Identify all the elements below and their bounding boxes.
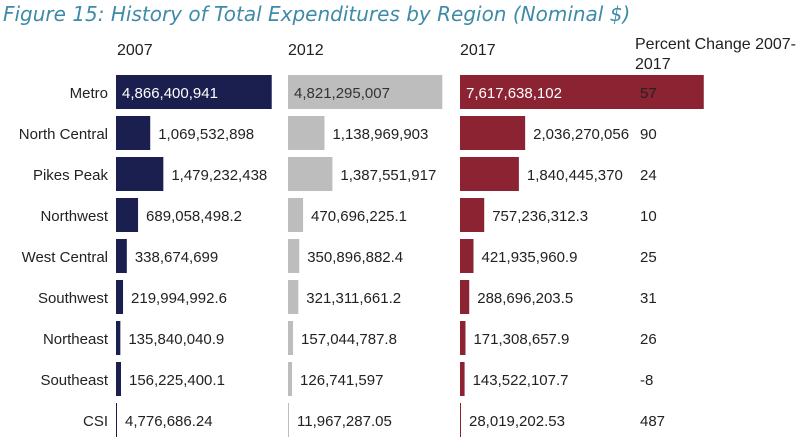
percent-change-northwest: 10 [640, 208, 657, 225]
value-label-2007-northeast: 135,840,040.9 [128, 331, 224, 348]
bar-2007-southwest [116, 280, 124, 314]
value-label-2007-pikes-peak: 1,479,232,438 [171, 167, 267, 184]
percent-change-northeast: 26 [640, 331, 657, 348]
value-label-2007-north-central: 1,069,532,898 [158, 126, 254, 143]
bar-2017-southeast [460, 362, 465, 396]
category-label-metro: Metro [70, 85, 108, 102]
value-label-2007-southeast: 156,225,400.1 [129, 372, 225, 389]
category-label-northwest: Northwest [40, 208, 108, 225]
bar-2012-southeast [288, 362, 293, 396]
percent-change-southwest: 31 [640, 290, 657, 307]
value-label-2007-southwest: 219,994,992.6 [131, 290, 227, 307]
bar-2007-north-central [116, 116, 151, 150]
category-label-southwest: Southwest [38, 290, 109, 307]
value-label-2017-southeast: 143,522,107.7 [473, 372, 569, 389]
value-label-2012-northeast: 157,044,787.8 [301, 331, 397, 348]
bar-2017-north-central [460, 116, 526, 150]
value-label-2012-metro: 4,821,295,007 [294, 85, 390, 102]
bar-2012-southwest [288, 280, 299, 314]
percent-change-csi: 487 [640, 413, 665, 430]
bar-2007-southeast [116, 362, 121, 396]
value-label-2017-csi: 28,019,202.53 [469, 413, 565, 430]
bar-2017-pikes-peak [460, 157, 519, 191]
bar-2017-northeast [460, 321, 466, 355]
bar-2012-north-central [288, 116, 325, 150]
value-label-2012-northwest: 470,696,225.1 [311, 208, 407, 225]
value-label-2017-pikes-peak: 1,840,445,370 [527, 167, 623, 184]
bar-2007-csi [116, 403, 117, 437]
value-label-2017-north-central: 2,036,270,056 [533, 126, 629, 143]
bar-2012-northwest [288, 198, 304, 232]
value-label-2017-northwest: 757,236,312.3 [492, 208, 588, 225]
value-label-2007-west-central: 338,674,699 [135, 249, 218, 266]
bar-2012-pikes-peak [288, 157, 333, 191]
percent-change-pikes-peak: 24 [640, 167, 657, 184]
percent-change-metro: 57 [640, 85, 657, 102]
column-header-2012: 2012 [288, 42, 324, 59]
bar-2007-west-central [116, 239, 127, 273]
bar-2007-pikes-peak [116, 157, 164, 191]
value-label-2012-csi: 11,967,287.05 [297, 413, 392, 430]
bar-2012-west-central [288, 239, 300, 273]
value-label-2007-metro: 4,866,400,941 [122, 85, 218, 102]
bar-2012-metro [288, 75, 443, 109]
value-label-2017-northeast: 171,308,657.9 [473, 331, 569, 348]
bar-2017-northwest [460, 198, 485, 232]
value-label-2012-southeast: 126,741,597 [300, 372, 383, 389]
bar-2017-southwest [460, 280, 470, 314]
category-label-northeast: Northeast [43, 331, 109, 348]
category-label-north-central: North Central [19, 126, 108, 143]
value-label-2012-north-central: 1,138,969,903 [332, 126, 428, 143]
bar-2007-metro [116, 75, 272, 109]
figure-title: Figure 15: History of Total Expenditures… [3, 2, 631, 26]
value-label-2007-northwest: 689,058,498.2 [146, 208, 242, 225]
percent-change-header: Percent Change 2007-2017 [635, 36, 796, 73]
value-label-2007-csi: 4,776,686.24 [125, 413, 213, 430]
bar-2017-csi [460, 403, 461, 437]
bar-2017-west-central [460, 239, 474, 273]
category-label-west-central: West Central [22, 249, 108, 266]
column-header-2017: 2017 [460, 42, 496, 59]
bar-2012-csi [288, 403, 289, 437]
category-label-csi: CSI [83, 413, 108, 430]
category-label-southeast: Southeast [40, 372, 108, 389]
percent-change-north-central: 90 [640, 126, 657, 143]
value-label-2012-pikes-peak: 1,387,551,917 [340, 167, 436, 184]
bar-2012-northeast [288, 321, 294, 355]
bar-2017-metro [460, 75, 704, 109]
value-label-2017-metro: 7,617,638,102 [466, 85, 562, 102]
value-label-2012-west-central: 350,896,882.4 [307, 249, 403, 266]
bar-2007-northeast [116, 321, 121, 355]
value-label-2017-west-central: 421,935,960.9 [482, 249, 578, 266]
category-label-pikes-peak: Pikes Peak [33, 167, 109, 184]
column-header-2007: 2007 [117, 42, 153, 59]
percent-change-southeast: -8 [640, 372, 653, 389]
bar-2007-northwest [116, 198, 139, 232]
value-label-2012-southwest: 321,311,661.2 [306, 290, 401, 307]
value-label-2017-southwest: 288,696,203.5 [477, 290, 573, 307]
percent-change-west-central: 25 [640, 249, 657, 266]
